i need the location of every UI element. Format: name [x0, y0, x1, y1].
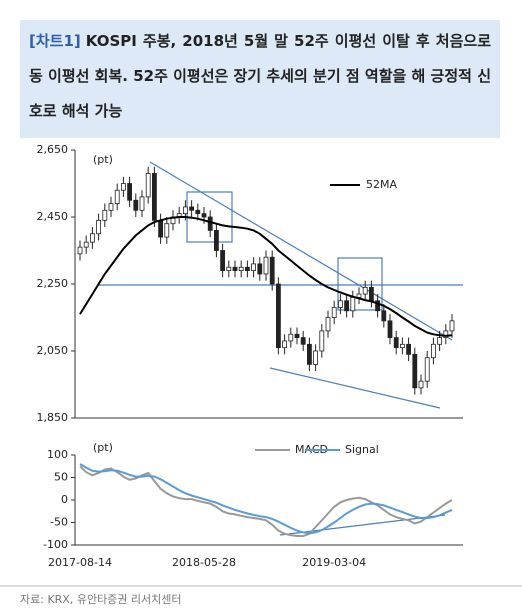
candle-body — [393, 337, 399, 349]
source: 자료: KRX, 유안타증권 리서치센터 — [20, 593, 182, 606]
candle-body — [182, 206, 188, 215]
y-tick-label: 1,850 — [37, 411, 69, 424]
candle-body — [220, 250, 226, 272]
y-tick-label: 100 — [47, 448, 68, 461]
y-tick-label: 0 — [61, 493, 68, 506]
header-title: KOSPI 주봉, 2018년 5월 말 52주 이평선 이탈 후 처음으로 동… — [29, 32, 491, 120]
y-tick-label: 50 — [54, 471, 68, 484]
candle-body — [449, 320, 455, 332]
candle-body — [437, 337, 443, 345]
candle-body — [158, 219, 164, 238]
x-tick-label: 2018-05-28 — [172, 556, 236, 569]
candle-body — [368, 286, 374, 302]
candle-body — [121, 183, 126, 191]
y-tick-label: 2,250 — [37, 277, 69, 290]
unit-label: (pt) — [93, 441, 113, 454]
candle-body — [331, 307, 337, 318]
candle-body — [151, 173, 157, 221]
candle-body — [337, 300, 343, 308]
highlight-box — [337, 257, 383, 311]
candle-body — [381, 310, 387, 322]
x-tick-label: 2019-03-04 — [302, 556, 366, 569]
trend-line — [279, 514, 446, 536]
legend-label: 52MA — [366, 178, 397, 191]
y-tick-label: 2,450 — [37, 210, 69, 223]
candle-body — [306, 343, 312, 365]
candle-body — [387, 320, 393, 339]
candle-body — [294, 333, 300, 338]
candle-body — [114, 189, 120, 204]
candle-body — [430, 343, 436, 359]
candle-body — [226, 266, 232, 271]
header-label: [차트1] — [29, 32, 81, 50]
candle-body — [102, 209, 108, 221]
y-tick-label: -100 — [43, 538, 68, 551]
candle-body — [356, 293, 362, 298]
candle-body — [201, 213, 207, 218]
candle-body — [288, 333, 294, 342]
candle-body — [313, 350, 319, 365]
series-line — [79, 465, 453, 537]
candle-body — [300, 337, 306, 345]
candle-body — [406, 343, 412, 355]
candle-body — [108, 203, 114, 211]
candle-body — [90, 233, 95, 243]
candle-body — [282, 340, 288, 349]
x-tick-label: 2017-08-14 — [48, 556, 112, 569]
candle-body — [213, 229, 219, 251]
candle-body — [325, 317, 331, 332]
candle-body — [344, 300, 350, 312]
series-line — [79, 463, 453, 535]
candle-body — [207, 216, 213, 231]
candle-body — [424, 357, 430, 382]
candle-body — [263, 256, 269, 275]
candle-body — [362, 286, 368, 295]
candle-body — [139, 196, 145, 211]
candle-body — [127, 183, 132, 201]
candle-body — [375, 300, 381, 312]
candle-body — [195, 209, 201, 215]
trend-line — [149, 161, 453, 341]
candle-body — [83, 241, 89, 248]
candle-body — [257, 263, 263, 275]
candle-body — [251, 263, 257, 271]
candle-body — [244, 266, 250, 271]
candle-body — [96, 219, 101, 235]
y-tick-label: 2,650 — [37, 143, 69, 156]
candle-body — [77, 246, 83, 255]
series-line — [79, 216, 453, 337]
candle-body — [275, 283, 281, 349]
candle-body — [350, 296, 356, 312]
trend-line — [269, 367, 441, 409]
candle-body — [443, 330, 449, 338]
candle-body — [319, 330, 325, 352]
candle-body — [399, 343, 405, 349]
unit-label: (pt) — [93, 153, 113, 166]
candle-body — [189, 206, 195, 211]
y-tick-label: -50 — [50, 516, 68, 529]
candle-body — [418, 380, 424, 389]
header: [차트1] KOSPI 주봉, 2018년 5월 말 52주 이평선 이탈 후 처… — [20, 20, 500, 138]
candle-body — [145, 173, 151, 198]
y-tick-label: 2,050 — [37, 344, 69, 357]
candle-body — [269, 256, 275, 285]
candle-body — [232, 266, 238, 271]
candle-body — [238, 266, 244, 271]
candle-body — [164, 223, 170, 238]
candle-body — [412, 353, 418, 389]
legend-label: Signal — [345, 443, 379, 456]
candle-body — [133, 199, 139, 211]
